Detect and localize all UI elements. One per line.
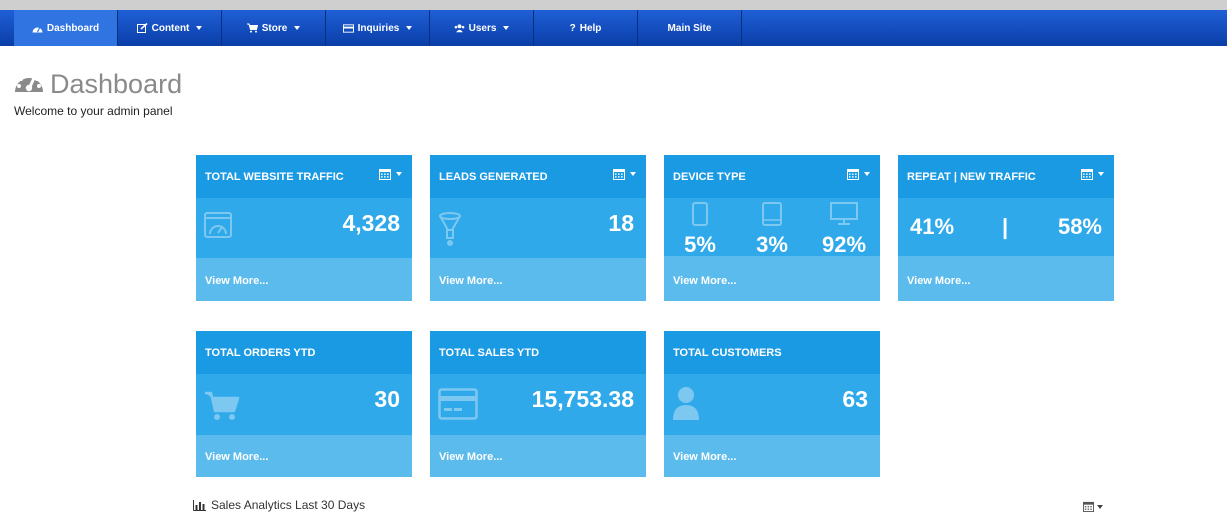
chevron-down-icon bbox=[864, 172, 870, 176]
chevron-down-icon bbox=[406, 26, 413, 30]
view-more-link[interactable]: View More... bbox=[439, 451, 503, 463]
traffic-separator: | bbox=[1002, 214, 1009, 239]
device-mobile: 5% bbox=[670, 202, 730, 258]
card-total-orders-ytd: TOTAL ORDERS YTD 30 View More... bbox=[196, 331, 412, 477]
view-more-link[interactable]: View More... bbox=[673, 275, 737, 287]
card-total-sales-ytd: TOTAL SALES YTD 15,753.38 View More... bbox=[430, 331, 646, 477]
shopping-cart-icon bbox=[204, 390, 240, 427]
calendar-icon bbox=[1081, 169, 1093, 180]
nav-users-label: Users bbox=[468, 22, 497, 34]
funnel-icon bbox=[438, 212, 462, 253]
nav-help[interactable]: ? Help bbox=[534, 10, 638, 46]
card-title: TOTAL SALES YTD bbox=[439, 346, 540, 359]
traffic-value: 4,328 bbox=[342, 210, 400, 236]
nav-help-label: Help bbox=[579, 22, 602, 34]
speedometer-browser-icon bbox=[204, 212, 232, 243]
users-icon bbox=[454, 23, 465, 33]
card-total-website-traffic: TOTAL WEBSITE TRAFFIC 4,328 View More... bbox=[196, 155, 412, 301]
mobile-phone-icon bbox=[692, 202, 708, 226]
analytics-date-dropdown[interactable] bbox=[1083, 501, 1103, 512]
view-more-link[interactable]: View More... bbox=[205, 275, 269, 287]
cart-icon bbox=[246, 23, 258, 33]
nav-inquiries[interactable]: Inquiries bbox=[326, 10, 430, 46]
card-title: REPEAT | NEW TRAFFIC bbox=[907, 170, 1036, 183]
browser-top-strip bbox=[0, 0, 1227, 10]
welcome-text: Welcome to your admin panel bbox=[14, 104, 173, 118]
top-navbar: Dashboard Content Store Inquiries bbox=[0, 10, 1227, 46]
nav-users[interactable]: Users bbox=[430, 10, 534, 46]
nav-inquiries-label: Inquiries bbox=[357, 22, 400, 34]
card-title: TOTAL CUSTOMERS bbox=[673, 346, 782, 359]
user-icon bbox=[672, 386, 700, 427]
device-desktop: 92% bbox=[814, 202, 874, 258]
analytics-title: Sales Analytics Last 30 Days bbox=[211, 498, 366, 512]
view-more-link[interactable]: View More... bbox=[907, 275, 971, 287]
sales-value: 15,753.38 bbox=[531, 386, 634, 412]
card-title: TOTAL WEBSITE TRAFFIC bbox=[205, 170, 344, 183]
nav-main-site-label: Main Site bbox=[667, 22, 712, 34]
calendar-icon bbox=[379, 169, 391, 180]
chevron-down-icon bbox=[503, 26, 510, 30]
page-title: Dashboard bbox=[50, 69, 183, 99]
tablet-icon bbox=[762, 202, 782, 226]
date-range-dropdown[interactable] bbox=[613, 168, 636, 180]
nav-main-site[interactable]: Main Site bbox=[638, 10, 742, 46]
desktop-monitor-icon bbox=[830, 202, 858, 225]
nav-dashboard-label: Dashboard bbox=[46, 22, 100, 34]
view-more-link[interactable]: View More... bbox=[439, 275, 503, 287]
calendar-icon bbox=[1083, 501, 1094, 512]
chevron-down-icon bbox=[294, 26, 301, 30]
card-title: DEVICE TYPE bbox=[673, 170, 746, 183]
mobile-percent: 5% bbox=[684, 232, 716, 257]
dashboard-gauge-icon bbox=[14, 68, 44, 101]
view-more-link[interactable]: View More... bbox=[205, 451, 269, 463]
nav-store[interactable]: Store bbox=[222, 10, 326, 46]
leads-value: 18 bbox=[608, 210, 634, 236]
calendar-icon bbox=[613, 169, 625, 180]
date-range-dropdown[interactable] bbox=[847, 168, 870, 180]
chevron-down-icon bbox=[1097, 504, 1103, 509]
customers-value: 63 bbox=[842, 386, 868, 412]
credit-card-icon bbox=[438, 388, 478, 425]
nav-content-label: Content bbox=[151, 22, 190, 34]
date-range-dropdown[interactable] bbox=[1081, 168, 1104, 180]
nav-content[interactable]: Content bbox=[118, 10, 222, 46]
dashboard-icon bbox=[32, 23, 43, 33]
chevron-down-icon bbox=[396, 172, 402, 176]
bar-chart-icon bbox=[193, 499, 206, 511]
chevron-down-icon bbox=[1098, 172, 1104, 176]
card-leads-generated: LEADS GENERATED 18 View More... bbox=[430, 155, 646, 301]
inbox-icon bbox=[342, 23, 354, 33]
card-title: LEADS GENERATED bbox=[439, 170, 548, 183]
card-total-customers: TOTAL CUSTOMERS 63 View More... bbox=[664, 331, 880, 477]
calendar-icon bbox=[847, 169, 859, 180]
card-repeat-new-traffic: REPEAT | NEW TRAFFIC 41% | 58% View More… bbox=[898, 155, 1114, 301]
chevron-down-icon bbox=[630, 172, 636, 176]
nav-store-label: Store bbox=[261, 22, 288, 34]
nav-dashboard[interactable]: Dashboard bbox=[14, 10, 118, 46]
sales-analytics-heading: Sales Analytics Last 30 Days bbox=[193, 498, 365, 512]
date-range-dropdown[interactable] bbox=[379, 168, 402, 180]
card-title: TOTAL ORDERS YTD bbox=[205, 346, 316, 359]
page-header: Dashboard bbox=[14, 68, 182, 101]
card-device-type: DEVICE TYPE 5% 3% 92% View More... bbox=[664, 155, 880, 301]
device-tablet: 3% bbox=[742, 202, 802, 258]
new-traffic-percent: 58% bbox=[1057, 214, 1102, 239]
edit-icon bbox=[136, 23, 148, 33]
orders-value: 30 bbox=[374, 386, 400, 412]
chevron-down-icon bbox=[196, 26, 203, 30]
tablet-percent: 3% bbox=[756, 232, 788, 257]
question-icon: ? bbox=[569, 22, 576, 34]
desktop-percent: 92% bbox=[821, 232, 867, 257]
repeat-traffic-percent: 41% bbox=[910, 214, 955, 239]
view-more-link[interactable]: View More... bbox=[673, 451, 737, 463]
